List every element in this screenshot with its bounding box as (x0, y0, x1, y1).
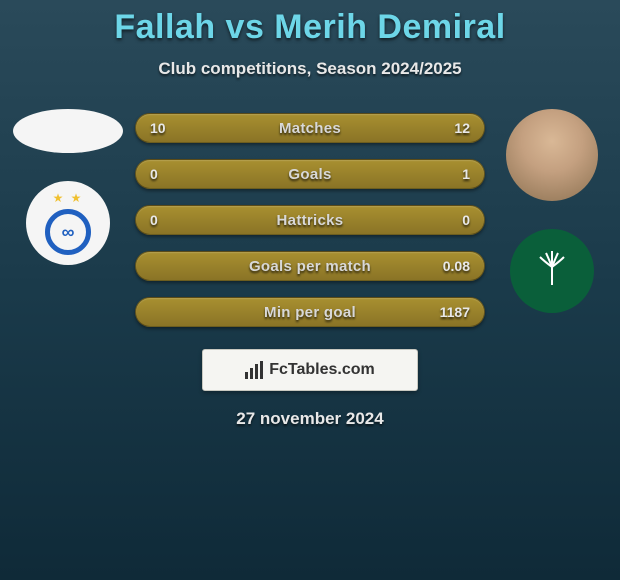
stat-left-value: 0 (150, 166, 158, 182)
stat-row-matches: 10 Matches 12 (135, 113, 485, 143)
player-left-club-badge: ★ ★ ∞ (26, 181, 110, 265)
brand-badge[interactable]: FcTables.com (202, 349, 418, 391)
stat-label: Min per goal (264, 304, 356, 321)
comparison-card: Fallah vs Merih Demiral Club competition… (0, 0, 620, 437)
stat-row-hattricks: 0 Hattricks 0 (135, 205, 485, 235)
subtitle: Club competitions, Season 2024/2025 (10, 59, 610, 79)
stat-label: Goals per match (249, 258, 371, 275)
stat-right-value: 12 (454, 120, 470, 136)
stat-left-value: 0 (150, 212, 158, 228)
stat-row-goals-per-match: Goals per match 0.08 (135, 251, 485, 281)
date-text: 27 november 2024 (10, 409, 610, 429)
stat-row-goals: 0 Goals 1 (135, 159, 485, 189)
stat-label: Matches (279, 120, 341, 137)
player-left-avatar (13, 109, 123, 153)
player-right-club-badge (510, 229, 594, 313)
stat-left-value: 10 (150, 120, 166, 136)
face-icon (506, 109, 598, 201)
stat-right-value: 1187 (440, 304, 470, 320)
player-right-column (502, 109, 602, 313)
stars-icon: ★ ★ (53, 191, 84, 205)
stat-right-value: 1 (462, 166, 470, 182)
stat-right-value: 0.08 (443, 258, 470, 274)
player-right-avatar (506, 109, 598, 201)
page-title: Fallah vs Merih Demiral (10, 8, 610, 47)
esteghlal-logo-icon: ★ ★ ∞ (45, 191, 91, 255)
stat-right-value: 0 (462, 212, 470, 228)
player-left-column: ★ ★ ∞ (18, 109, 118, 265)
stats-bars: 10 Matches 12 0 Goals 1 0 Hattricks 0 Go… (135, 109, 485, 327)
palm-icon (532, 247, 572, 295)
chart-icon (245, 361, 263, 379)
stat-row-min-per-goal: Min per goal 1187 (135, 297, 485, 327)
content-area: ★ ★ ∞ (10, 109, 610, 429)
brand-text: FcTables.com (269, 361, 375, 379)
stat-label: Hattricks (277, 212, 344, 229)
stat-label: Goals (288, 166, 331, 183)
